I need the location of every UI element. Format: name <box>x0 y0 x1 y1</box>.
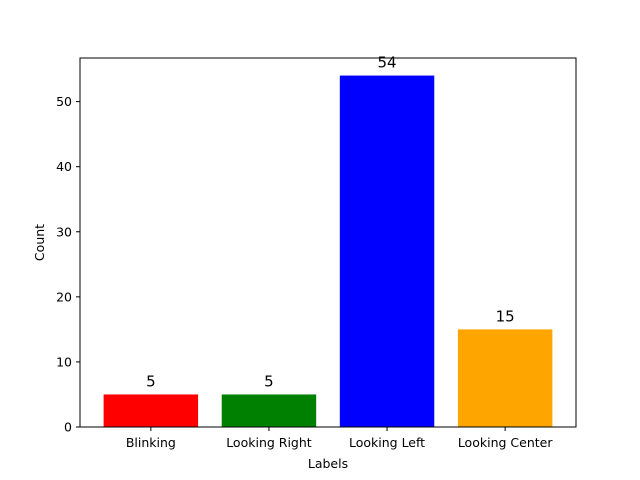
x-tick-label: Looking Left <box>349 435 425 450</box>
y-tick-label: 50 <box>56 94 72 109</box>
bars-group <box>103 75 553 428</box>
x-tick-label: Looking Center <box>458 435 554 450</box>
x-axis-ticks: Blinking Looking Right Looking Left Looking… <box>126 427 553 450</box>
bar-looking-right <box>221 394 317 427</box>
y-axis-ticks: 0 10 20 30 40 50 <box>56 94 80 435</box>
x-axis-label: Labels <box>308 456 348 471</box>
plot-frame <box>79 57 577 428</box>
data-label-blinking: 5 <box>146 372 156 390</box>
bar-looking-left <box>339 75 435 428</box>
y-axis-label: Count <box>32 224 47 261</box>
y-tick-label: 0 <box>64 420 72 435</box>
y-tick-label: 40 <box>56 159 72 174</box>
data-label-looking-right: 5 <box>264 372 274 390</box>
bar-blinking <box>103 394 199 427</box>
data-label-looking-left: 54 <box>378 54 397 72</box>
x-tick-label: Looking Right <box>226 435 312 450</box>
y-tick-label: 20 <box>56 289 72 304</box>
y-tick-label: 10 <box>56 354 72 369</box>
x-tick-label: Blinking <box>126 435 176 450</box>
bar-looking-center <box>457 329 553 427</box>
data-label-looking-center: 15 <box>496 307 515 325</box>
y-tick-label: 30 <box>56 224 72 239</box>
